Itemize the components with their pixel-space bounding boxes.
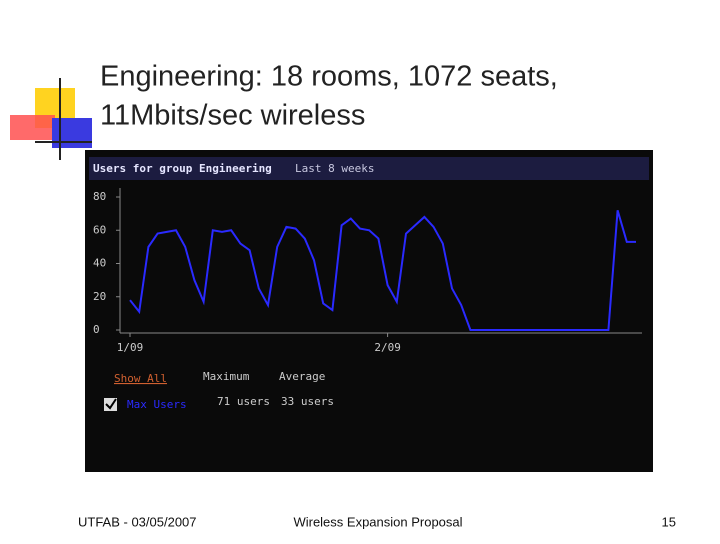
chart-header xyxy=(89,157,649,180)
stats-value: 71 users xyxy=(217,395,270,408)
legend-label: Max Users xyxy=(127,398,187,411)
deco xyxy=(52,118,92,148)
stats-header: Maximum xyxy=(203,370,250,383)
y-tick-label: 0 xyxy=(93,323,100,336)
chart-subtitle: Last 8 weeks xyxy=(295,162,374,175)
line xyxy=(129,210,636,331)
deco xyxy=(10,115,55,140)
checkmark xyxy=(105,398,117,410)
chart-title: Users for group Engineering xyxy=(93,162,272,175)
stats-header: Average xyxy=(279,370,325,383)
x-tick-label: 1/09 xyxy=(117,341,144,354)
y-tick-label: 20 xyxy=(93,290,106,303)
y-tick-label: 60 xyxy=(93,223,106,236)
stats-value: 33 users xyxy=(281,395,334,408)
footer-center: Wireless Expansion Proposal xyxy=(293,514,462,529)
y-tick-label: 80 xyxy=(93,190,106,203)
x-tick-label: 2/09 xyxy=(374,341,401,354)
chart-panel xyxy=(85,150,653,472)
slide-title: 11Mbits/sec wireless xyxy=(100,100,365,132)
page-number: 15 xyxy=(662,514,676,529)
footer-left: UTFAB - 03/05/2007 xyxy=(78,514,197,529)
show-all[interactable]: Show All xyxy=(114,372,167,385)
y-tick-label: 40 xyxy=(93,257,106,270)
slide-title: Engineering: 18 rooms, 1072 seats, xyxy=(100,61,558,93)
